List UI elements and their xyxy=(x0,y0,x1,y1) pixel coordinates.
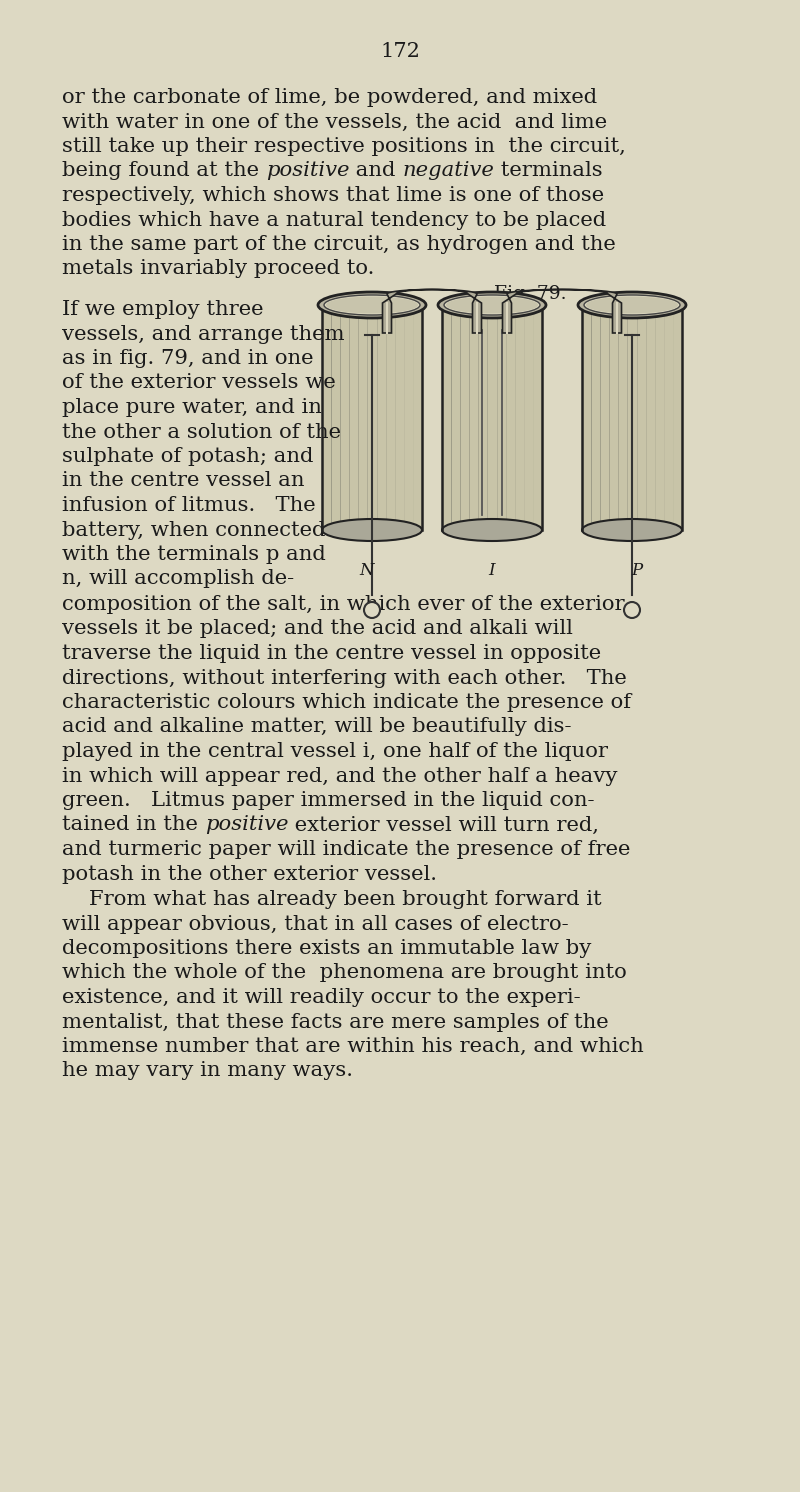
Text: he may vary in many ways.: he may vary in many ways. xyxy=(62,1061,353,1080)
Ellipse shape xyxy=(438,292,546,318)
Text: negative: negative xyxy=(402,161,494,181)
Text: characteristic colours which indicate the presence of: characteristic colours which indicate th… xyxy=(62,692,631,712)
Ellipse shape xyxy=(322,519,422,542)
Text: being found at the: being found at the xyxy=(62,161,266,181)
Ellipse shape xyxy=(582,519,682,542)
Ellipse shape xyxy=(586,297,678,313)
Text: terminals: terminals xyxy=(494,161,603,181)
Text: positive: positive xyxy=(205,816,288,834)
Text: traverse the liquid in the centre vessel in opposite: traverse the liquid in the centre vessel… xyxy=(62,645,601,662)
Text: battery, when connected: battery, when connected xyxy=(62,521,326,540)
Ellipse shape xyxy=(442,519,542,542)
Polygon shape xyxy=(322,304,422,530)
Text: tained in the: tained in the xyxy=(62,816,205,834)
Text: infusion of litmus.   The: infusion of litmus. The xyxy=(62,495,316,515)
Ellipse shape xyxy=(446,297,538,313)
Text: If we employ three: If we employ three xyxy=(62,300,263,319)
Text: will appear obvious, that in all cases of electro-: will appear obvious, that in all cases o… xyxy=(62,915,569,934)
Text: potash in the other exterior vessel.: potash in the other exterior vessel. xyxy=(62,864,437,883)
Ellipse shape xyxy=(444,295,540,315)
Text: bodies which have a natural tendency to be placed: bodies which have a natural tendency to … xyxy=(62,210,606,230)
Text: P: P xyxy=(631,562,642,579)
Text: played in the central vessel i, one half of the liquor: played in the central vessel i, one half… xyxy=(62,742,608,761)
Text: 172: 172 xyxy=(380,42,420,61)
Text: of the exterior vessels we: of the exterior vessels we xyxy=(62,373,336,392)
Text: sulphate of potash; and: sulphate of potash; and xyxy=(62,448,314,466)
Text: acid and alkaline matter, will be beautifully dis-: acid and alkaline matter, will be beauti… xyxy=(62,718,571,737)
Ellipse shape xyxy=(324,295,420,315)
Text: N: N xyxy=(360,562,374,579)
Text: and: and xyxy=(350,161,402,181)
Text: and turmeric paper will indicate the presence of free: and turmeric paper will indicate the pre… xyxy=(62,840,630,859)
Text: with water in one of the vessels, the acid  and lime: with water in one of the vessels, the ac… xyxy=(62,112,607,131)
Text: vessels, and arrange them: vessels, and arrange them xyxy=(62,324,345,343)
Text: respectively, which shows that lime is one of those: respectively, which shows that lime is o… xyxy=(62,186,604,204)
Text: immense number that are within his reach, and which: immense number that are within his reach… xyxy=(62,1037,644,1056)
Text: place pure water, and in: place pure water, and in xyxy=(62,398,322,416)
Text: n, will accomplish de-: n, will accomplish de- xyxy=(62,570,294,588)
Ellipse shape xyxy=(624,601,640,618)
Ellipse shape xyxy=(318,292,426,318)
Text: which the whole of the  phenomena are brought into: which the whole of the phenomena are bro… xyxy=(62,964,626,983)
Polygon shape xyxy=(582,304,682,530)
Text: in the same part of the circuit, as hydrogen and the: in the same part of the circuit, as hydr… xyxy=(62,236,616,254)
Text: as in fig. 79, and in one: as in fig. 79, and in one xyxy=(62,349,314,369)
Text: I: I xyxy=(489,562,495,579)
Text: in which will appear red, and the other half a heavy: in which will appear red, and the other … xyxy=(62,767,618,785)
Text: positive: positive xyxy=(266,161,350,181)
Polygon shape xyxy=(442,304,542,530)
Ellipse shape xyxy=(326,297,418,313)
Text: green.   Litmus paper immersed in the liquid con-: green. Litmus paper immersed in the liqu… xyxy=(62,791,594,810)
Text: From what has already been brought forward it: From what has already been brought forwa… xyxy=(62,891,602,909)
Ellipse shape xyxy=(584,295,680,315)
Text: mentalist, that these facts are mere samples of the: mentalist, that these facts are mere sam… xyxy=(62,1013,609,1031)
Text: the other a solution of the: the other a solution of the xyxy=(62,422,341,442)
Text: in the centre vessel an: in the centre vessel an xyxy=(62,471,305,491)
Text: Fig. 79.: Fig. 79. xyxy=(494,285,566,303)
Ellipse shape xyxy=(578,292,686,318)
Text: existence, and it will readily occur to the experi-: existence, and it will readily occur to … xyxy=(62,988,581,1007)
Text: decompositions there exists an immutable law by: decompositions there exists an immutable… xyxy=(62,938,591,958)
Text: metals invariably proceed to.: metals invariably proceed to. xyxy=(62,260,374,279)
Text: with the terminals p and: with the terminals p and xyxy=(62,545,326,564)
Ellipse shape xyxy=(364,601,380,618)
Polygon shape xyxy=(502,289,622,333)
Text: directions, without interfering with each other.   The: directions, without interfering with eac… xyxy=(62,668,626,688)
Polygon shape xyxy=(382,289,482,333)
Text: vessels it be placed; and the acid and alkali will: vessels it be placed; and the acid and a… xyxy=(62,619,573,639)
Text: composition of the salt, in which ever of the exterior: composition of the salt, in which ever o… xyxy=(62,595,625,615)
Text: still take up their respective positions in  the circuit,: still take up their respective positions… xyxy=(62,137,626,157)
Text: or the carbonate of lime, be powdered, and mixed: or the carbonate of lime, be powdered, a… xyxy=(62,88,597,107)
Text: exterior vessel will turn red,: exterior vessel will turn red, xyxy=(288,816,599,834)
